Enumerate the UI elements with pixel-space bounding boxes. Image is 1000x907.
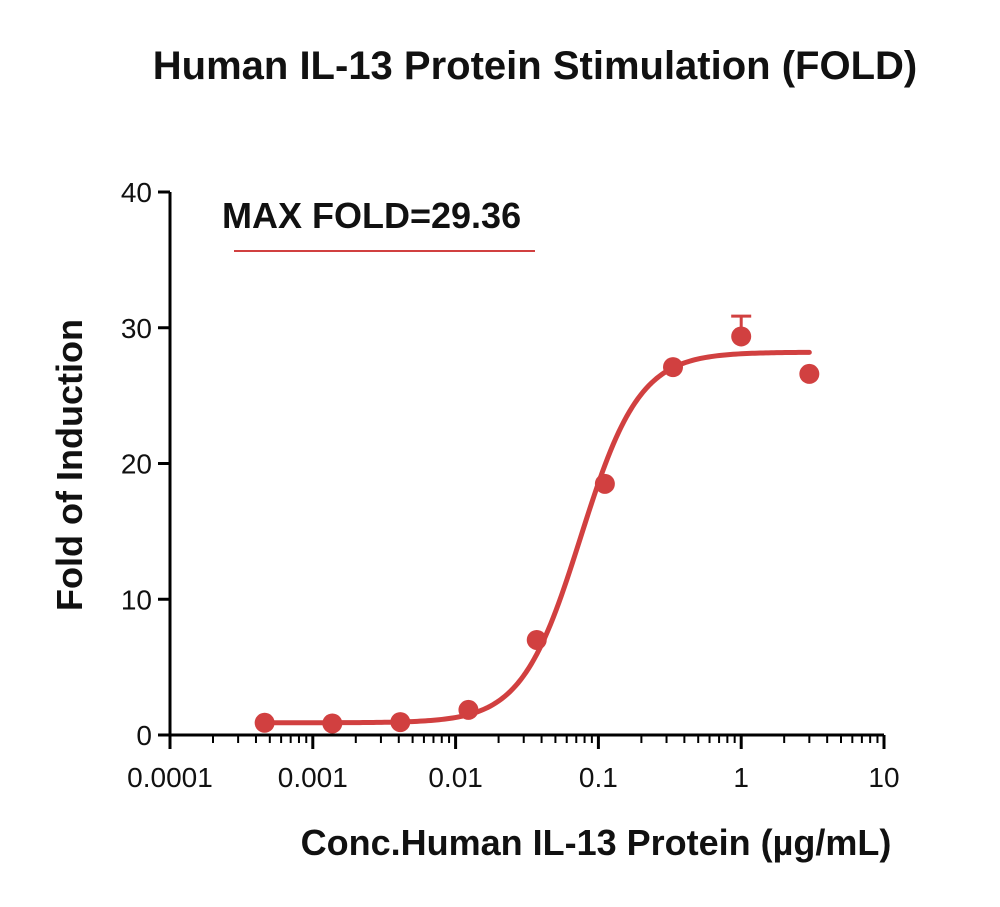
x-tick-label: 10 [868,762,899,793]
data-point [390,712,411,733]
y-tick-label: 0 [136,720,152,751]
x-tick-label: 1 [733,762,749,793]
x-tick-label: 0.001 [278,762,348,793]
data-point [322,713,343,734]
data-point [458,699,479,720]
x-tick-label: 0.01 [428,762,483,793]
chart-title: Human IL-13 Protein Stimulation (FOLD) [152,44,918,88]
x-tick-label: 0.0001 [127,762,213,793]
data-point [526,629,547,650]
data-point [731,326,752,347]
y-tick-label: 40 [121,177,152,208]
y-tick-label: 30 [121,313,152,344]
y-tick-label: 20 [121,449,152,480]
fit-curve [262,349,812,726]
data-point [594,473,615,494]
data-point [799,363,820,384]
y-axis-label: Fold of Induction [49,319,90,611]
data-point [663,357,684,378]
data-point [254,712,275,733]
y-tick-label: 10 [121,584,152,615]
max-fold-annotation: MAX FOLD=29.36 [222,195,521,236]
x-tick-label: 0.1 [579,762,618,793]
x-axis-label: Conc.Human IL-13 Protein (µg/mL) [300,822,892,863]
